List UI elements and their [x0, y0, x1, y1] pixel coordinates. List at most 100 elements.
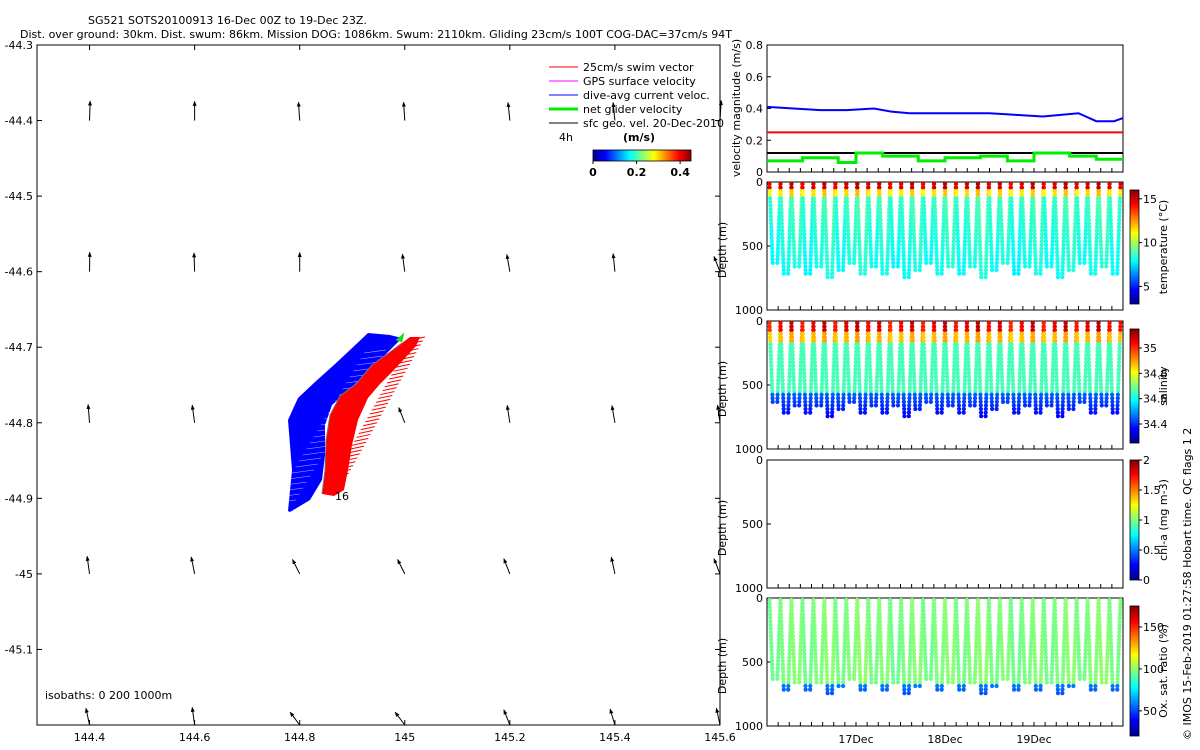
profile-point — [814, 257, 819, 262]
profile-point — [966, 360, 971, 365]
profile-point — [1061, 662, 1066, 667]
profile-point — [976, 214, 982, 219]
profile-point — [808, 388, 814, 394]
profile-point — [825, 264, 830, 269]
profile-point — [1110, 271, 1115, 276]
profile-point — [897, 371, 902, 376]
profile-point — [1044, 673, 1049, 678]
profile-point — [768, 360, 774, 365]
profile-point — [1022, 388, 1027, 394]
swim-vector — [402, 352, 417, 357]
profile-point — [886, 363, 891, 369]
profile-point — [1009, 353, 1015, 358]
profile-point — [833, 181, 838, 187]
profile-point — [1098, 239, 1103, 244]
profile-point — [866, 619, 872, 624]
profile-point — [841, 260, 846, 265]
profile-point — [1022, 257, 1027, 262]
profile-point — [1098, 232, 1103, 237]
profile-point — [1060, 691, 1065, 696]
profile-point — [801, 228, 807, 233]
profile-point — [896, 246, 901, 251]
profile-point — [867, 353, 872, 358]
profile-point — [1008, 597, 1013, 603]
profile-point — [918, 257, 923, 262]
profile-point — [877, 331, 882, 336]
profile-point — [834, 203, 839, 208]
profile-point — [830, 673, 835, 678]
profile-point — [855, 331, 860, 336]
profile-point — [879, 378, 884, 383]
profile-point — [1042, 615, 1047, 621]
profile-point — [820, 644, 825, 649]
profile-point — [1022, 399, 1027, 404]
profile-point — [1054, 224, 1059, 230]
profile-point — [976, 622, 981, 628]
profile-point — [987, 612, 992, 617]
profile-point — [967, 246, 972, 251]
profile-point — [978, 388, 983, 394]
profile-point — [889, 626, 894, 631]
profile-point — [889, 637, 894, 642]
profile-point — [834, 619, 839, 624]
profile-point — [1005, 392, 1011, 397]
profile-point — [978, 676, 983, 681]
depth-axis-label: Depth (m) — [716, 222, 729, 278]
profile-point — [852, 242, 857, 248]
profile-point — [1022, 662, 1027, 667]
profile-point — [973, 655, 978, 660]
geo-velocity-arrow — [713, 558, 721, 575]
profile-point — [1105, 371, 1110, 376]
profile-point — [1040, 363, 1045, 369]
profile-point — [767, 181, 772, 187]
profile-point — [844, 608, 849, 613]
profile-point — [1095, 360, 1100, 365]
profile-point — [770, 388, 775, 394]
profile-point — [800, 335, 806, 340]
profile-point — [885, 260, 890, 265]
profile-point — [1053, 349, 1058, 354]
profile-point — [1032, 360, 1037, 365]
profile-point — [790, 630, 795, 635]
profile-point — [842, 363, 847, 369]
profile-point — [899, 619, 904, 624]
profile-point — [1019, 605, 1025, 610]
profile-point — [889, 622, 894, 628]
profile-point — [907, 396, 912, 401]
profile-point — [855, 199, 861, 205]
profile-point — [953, 320, 959, 326]
profile-point — [989, 673, 994, 678]
profile-point — [781, 673, 786, 678]
profile-point — [875, 228, 880, 233]
profile-point — [819, 257, 824, 262]
profile-point — [1006, 371, 1011, 376]
profile-point — [781, 410, 786, 415]
profile-point — [856, 630, 861, 635]
profile-point — [841, 676, 846, 681]
profile-point — [822, 203, 828, 208]
profile-point — [824, 648, 829, 653]
profile-point — [923, 658, 928, 664]
profile-point — [1049, 392, 1055, 397]
profile-point — [934, 239, 939, 244]
profile-point — [962, 655, 967, 660]
profile-point — [841, 242, 847, 248]
profile-point — [955, 363, 960, 369]
profile-point — [1117, 203, 1122, 208]
profile-point — [820, 228, 825, 233]
profile-point — [846, 385, 851, 390]
profile-point — [866, 181, 871, 187]
profile-point — [933, 356, 938, 361]
profile-point — [995, 655, 1000, 660]
profile-point — [907, 385, 912, 390]
profile-point — [877, 189, 882, 194]
profile-point — [1097, 203, 1102, 208]
profile-point — [845, 637, 850, 642]
profile-point — [1038, 260, 1043, 265]
profile-point — [1110, 406, 1115, 412]
profile-point — [899, 324, 904, 329]
profile-point — [1042, 342, 1047, 347]
profile-point — [1011, 680, 1016, 685]
profile-point — [1042, 206, 1047, 212]
profile-point — [864, 224, 869, 230]
